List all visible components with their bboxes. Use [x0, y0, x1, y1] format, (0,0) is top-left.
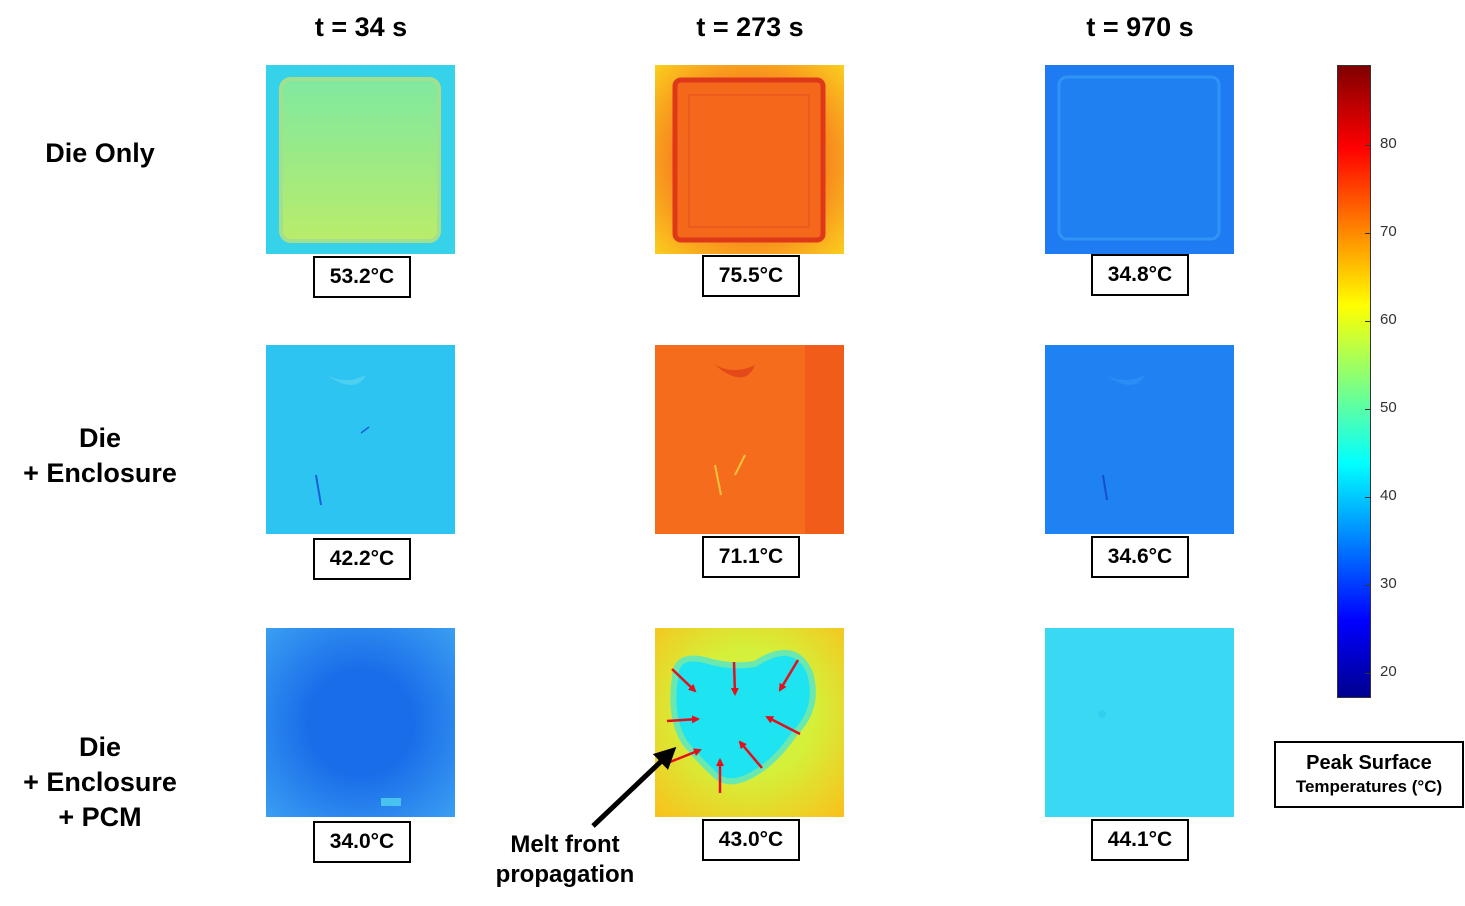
colorbar-tick-label: 20: [1380, 664, 1397, 680]
colorbar-tick: [1365, 585, 1370, 586]
row-label-die-enclosure: Die + Enclosure: [0, 421, 200, 491]
annotation-line: propagation: [480, 860, 650, 890]
peak-temperature-label: 71.1°C: [702, 536, 800, 578]
column-title-t273: t = 273 s: [640, 12, 860, 43]
peak-temperature-label: 43.0°C: [702, 819, 800, 861]
colorbar-tick-label: 70: [1380, 224, 1397, 240]
row-label-die-enclosure-pcm: Die + Enclosure + PCM: [0, 730, 200, 835]
thermal-image-die-enclosure-t970: [1045, 345, 1234, 534]
thermal-image-die-enclosure-t34: [266, 345, 455, 534]
thermal-image-die-only-t273: [655, 65, 844, 254]
row-label-line: + Enclosure: [0, 765, 200, 800]
colorbar-tick-label: 80: [1380, 136, 1397, 152]
legend-title: Peak Surface: [1276, 752, 1462, 775]
thermal-image-pcm-t273: [655, 628, 844, 817]
peak-temperature-label: 53.2°C: [313, 256, 411, 298]
column-title-t970: t = 970 s: [1030, 12, 1250, 43]
row-label-die-only: Die Only: [0, 136, 200, 171]
peak-temperature-label: 75.5°C: [702, 255, 800, 297]
thermal-image-pcm-t34: [266, 628, 455, 817]
colorbar-tick: [1365, 233, 1370, 234]
row-label-line: + Enclosure: [0, 456, 200, 491]
row-label-line: Die Only: [0, 136, 200, 171]
thermal-image-die-enclosure-t273: [655, 345, 844, 534]
colorbar-tick-label: 40: [1380, 488, 1397, 504]
colorbar-tick: [1365, 409, 1370, 410]
colorbar-tick: [1365, 497, 1370, 498]
melt-front-annotation: Melt front propagation: [480, 830, 650, 890]
annotation-line: Melt front: [480, 830, 650, 860]
colorbar-tick: [1365, 145, 1370, 146]
peak-temperature-label: 34.6°C: [1091, 536, 1189, 578]
colorbar-tick-label: 50: [1380, 400, 1397, 416]
row-label-line: + PCM: [0, 800, 200, 835]
peak-temperature-label: 42.2°C: [313, 538, 411, 580]
row-label-line: Die: [0, 421, 200, 456]
legend-subtitle: Temperatures (°C): [1276, 777, 1462, 797]
thermal-image-die-only-t34: [266, 65, 455, 254]
peak-temperature-label: 34.0°C: [313, 821, 411, 863]
peak-temperature-label: 44.1°C: [1091, 819, 1189, 861]
colorbar: [1337, 65, 1371, 698]
peak-temperature-label: 34.8°C: [1091, 254, 1189, 296]
colorbar-tick-label: 30: [1380, 576, 1397, 592]
colorbar-legend-box: Peak Surface Temperatures (°C): [1274, 741, 1464, 808]
column-title-t34: t = 34 s: [251, 12, 471, 43]
thermal-image-die-only-t970: [1045, 65, 1234, 254]
row-label-line: Die: [0, 730, 200, 765]
colorbar-tick: [1365, 673, 1370, 674]
colorbar-tick: [1365, 321, 1370, 322]
colorbar-tick-label: 60: [1380, 312, 1397, 328]
thermal-image-pcm-t970: [1045, 628, 1234, 817]
